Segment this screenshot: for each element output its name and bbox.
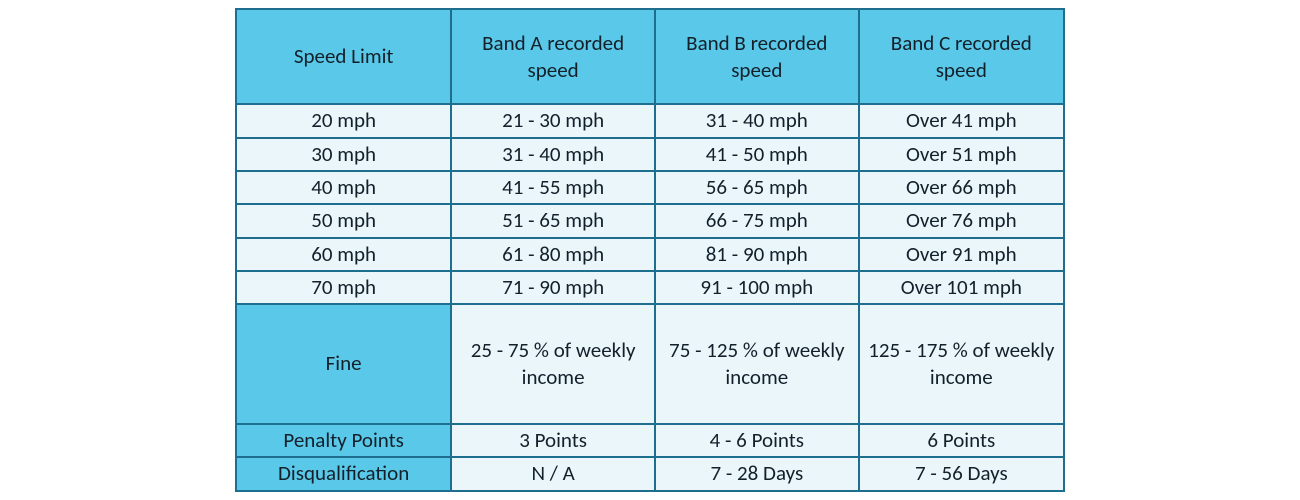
band-a-cell: 51 - 65 mph [451, 204, 655, 237]
band-b-cell: 41 - 50 mph [655, 138, 859, 171]
table: Speed LimitBand A recorded speedBand B r… [235, 8, 1065, 491]
band-b-cell: 66 - 75 mph [655, 204, 859, 237]
penalty-band-b-cell: 4 - 6 Points [655, 424, 859, 457]
band-c-cell: Over 41 mph [859, 104, 1064, 137]
column-header-3: Band C recorded speed [859, 9, 1064, 104]
band-a-cell: 71 - 90 mph [451, 271, 655, 304]
fine-band-a-cell: 25 - 75 % of weekly income [451, 304, 655, 424]
disqualification-row: DisqualificationN / A7 - 28 Days7 - 56 D… [236, 457, 1064, 490]
band-c-cell: Over 76 mph [859, 204, 1064, 237]
band-c-cell: Over 91 mph [859, 238, 1064, 271]
band-b-cell: 56 - 65 mph [655, 171, 859, 204]
speed-row: 20 mph21 - 30 mph31 - 40 mphOver 41 mph [236, 104, 1064, 137]
column-header-0: Speed Limit [236, 9, 451, 104]
speed-row: 70 mph71 - 90 mph91 - 100 mphOver 101 mp… [236, 271, 1064, 304]
band-a-cell: 31 - 40 mph [451, 138, 655, 171]
speed-row: 60 mph61 - 80 mph81 - 90 mphOver 91 mph [236, 238, 1064, 271]
band-b-cell: 31 - 40 mph [655, 104, 859, 137]
band-c-cell: Over 101 mph [859, 271, 1064, 304]
column-header-1: Band A recorded speed [451, 9, 655, 104]
speeding-penalties-table: Speed LimitBand A recorded speedBand B r… [235, 8, 1065, 491]
fine-label-cell: Fine [236, 304, 451, 424]
penalty-points-row: Penalty Points3 Points4 - 6 Points6 Poin… [236, 424, 1064, 457]
penalty-label-cell: Penalty Points [236, 424, 451, 457]
band-c-cell: Over 51 mph [859, 138, 1064, 171]
disq-band-a-cell: N / A [451, 457, 655, 490]
disq-band-c-cell: 7 - 56 Days [859, 457, 1064, 490]
speed-limit-cell: 70 mph [236, 271, 451, 304]
penalty-band-a-cell: 3 Points [451, 424, 655, 457]
fine-row: Fine25 - 75 % of weekly income75 - 125 %… [236, 304, 1064, 424]
speed-row: 30 mph31 - 40 mph41 - 50 mphOver 51 mph [236, 138, 1064, 171]
speed-row: 40 mph41 - 55 mph56 - 65 mphOver 66 mph [236, 171, 1064, 204]
band-b-cell: 91 - 100 mph [655, 271, 859, 304]
speed-limit-cell: 20 mph [236, 104, 451, 137]
fine-band-b-cell: 75 - 125 % of weekly income [655, 304, 859, 424]
band-a-cell: 21 - 30 mph [451, 104, 655, 137]
speed-limit-cell: 40 mph [236, 171, 451, 204]
band-c-cell: Over 66 mph [859, 171, 1064, 204]
speed-row: 50 mph51 - 65 mph66 - 75 mphOver 76 mph [236, 204, 1064, 237]
disq-label-cell: Disqualification [236, 457, 451, 490]
band-b-cell: 81 - 90 mph [655, 238, 859, 271]
disq-band-b-cell: 7 - 28 Days [655, 457, 859, 490]
fine-band-c-cell: 125 - 175 % of weekly income [859, 304, 1064, 424]
column-header-2: Band B recorded speed [655, 9, 859, 104]
band-a-cell: 41 - 55 mph [451, 171, 655, 204]
speed-limit-cell: 60 mph [236, 238, 451, 271]
speed-limit-cell: 30 mph [236, 138, 451, 171]
band-a-cell: 61 - 80 mph [451, 238, 655, 271]
header-row: Speed LimitBand A recorded speedBand B r… [236, 9, 1064, 104]
penalty-band-c-cell: 6 Points [859, 424, 1064, 457]
speed-limit-cell: 50 mph [236, 204, 451, 237]
